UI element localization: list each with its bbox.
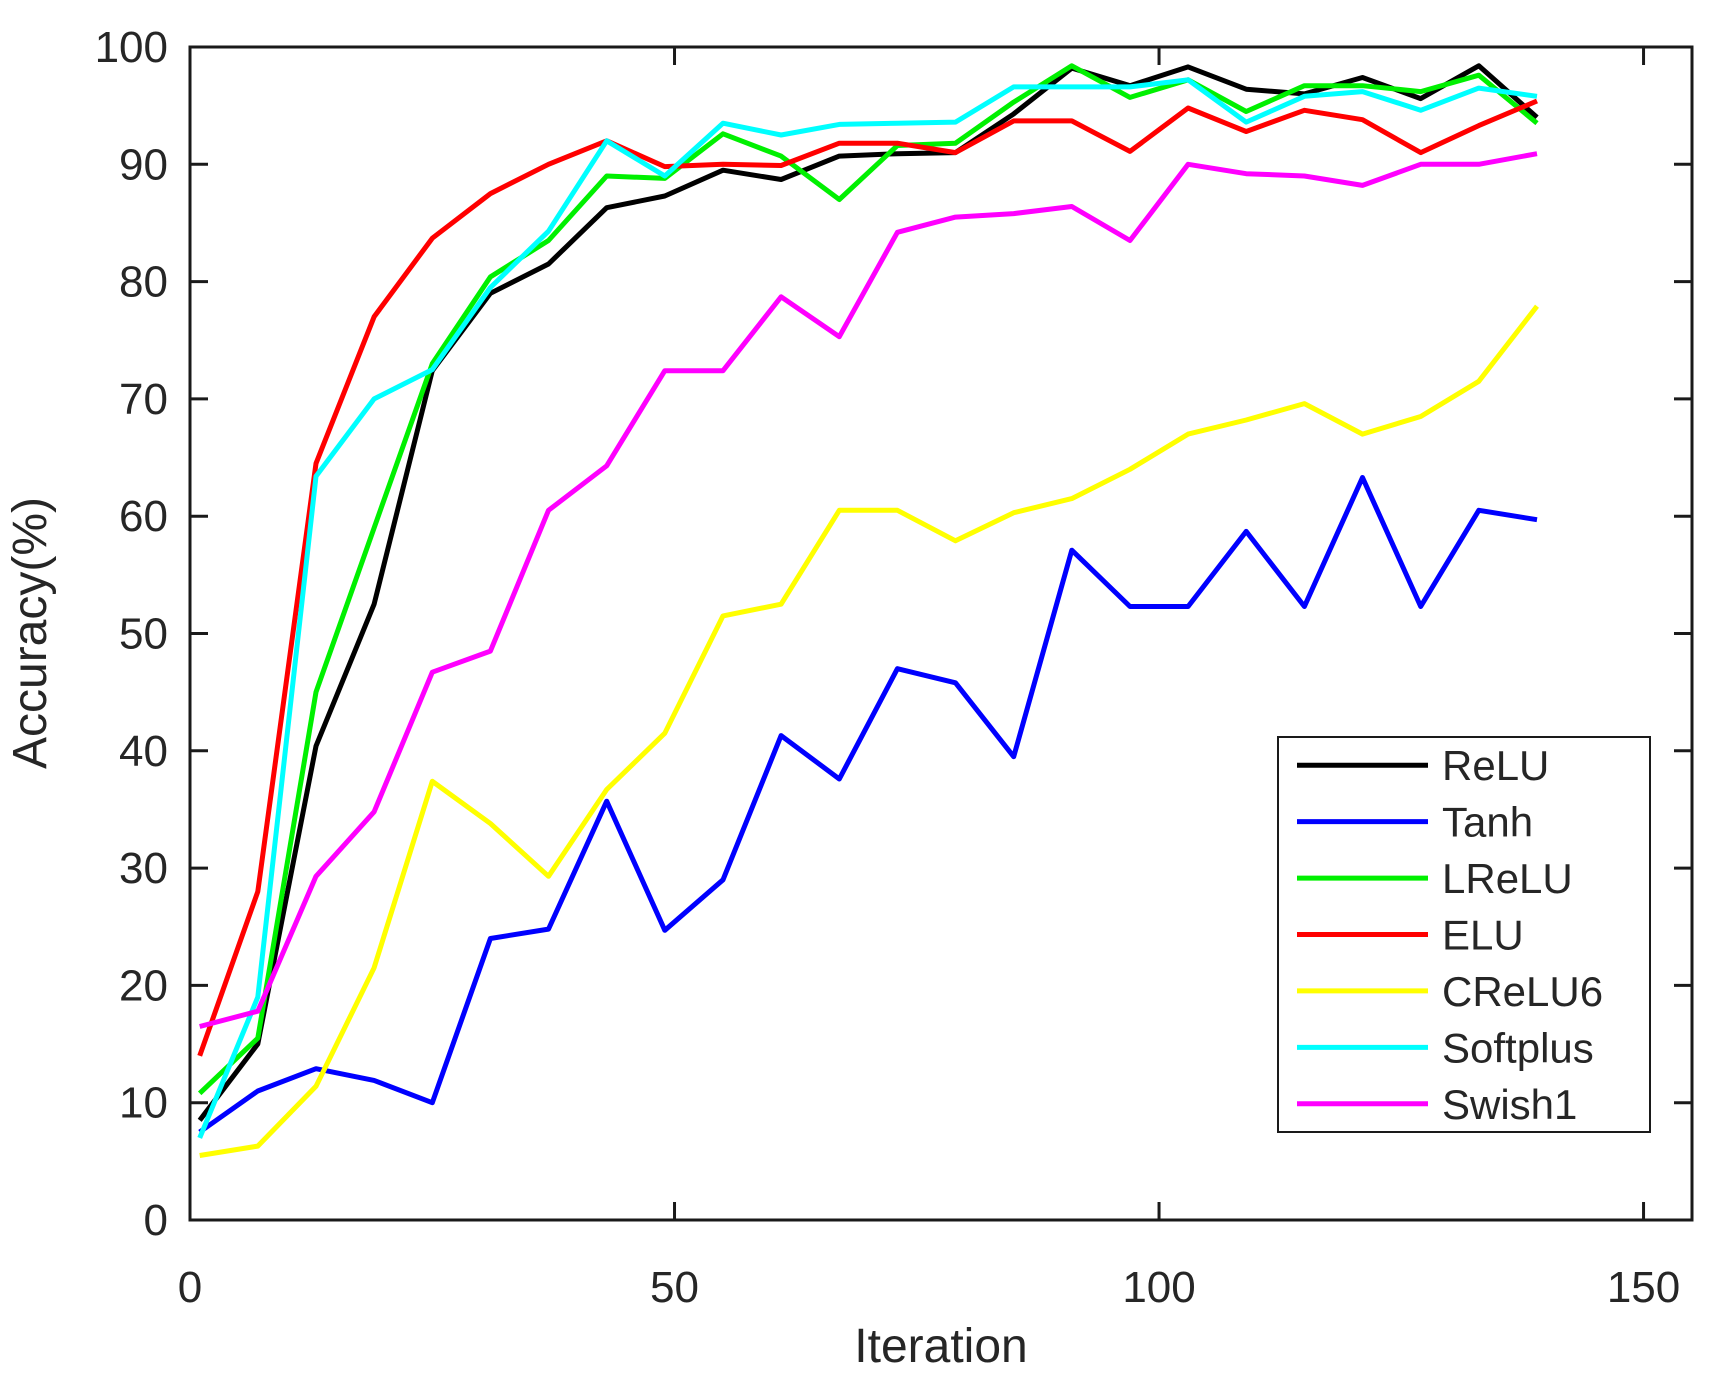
series-line-relu — [197, 63, 1539, 1122]
legend-label-softplus: Softplus — [1442, 1024, 1594, 1071]
y-tick-label: 90 — [119, 140, 168, 189]
series-line-softplus — [197, 77, 1538, 1139]
series-line-crelu6 — [199, 304, 1539, 1158]
legend-label-elu: ELU — [1442, 912, 1524, 959]
y-axis-label: Accuracy(%) — [4, 497, 57, 769]
y-tick-label: 10 — [119, 1079, 168, 1128]
x-axis-label: Iteration — [854, 1320, 1027, 1373]
series-line-swish1 — [199, 151, 1538, 1029]
legend-item-crelu6: CReLU6 — [1297, 968, 1603, 1015]
legend-label-tanh: Tanh — [1442, 799, 1533, 846]
legend-label-swish1: Swish1 — [1442, 1081, 1577, 1128]
plot-series-group — [197, 63, 1539, 1158]
series-line-lrelu — [197, 63, 1539, 1096]
legend: ReLU Tanh LReLU ELU CReLU6 Softplus Swish1 — [1277, 736, 1651, 1133]
x-tick-label: 0 — [178, 1263, 202, 1312]
legend-item-lrelu: LReLU — [1297, 855, 1573, 902]
legend-item-relu: ReLU — [1297, 742, 1549, 789]
y-tick-label: 70 — [119, 375, 168, 424]
y-tick-label: 20 — [119, 961, 168, 1010]
x-tick-label: 150 — [1607, 1263, 1680, 1312]
legend-item-tanh: Tanh — [1297, 799, 1533, 846]
legend-item-softplus: Softplus — [1297, 1024, 1594, 1071]
y-tick-label: 50 — [119, 610, 168, 659]
x-tick-label: 50 — [650, 1263, 699, 1312]
legend-item-elu: ELU — [1297, 912, 1524, 959]
y-tick-label: 80 — [119, 258, 168, 307]
legend-label-lrelu: LReLU — [1442, 855, 1573, 902]
legend-label-crelu6: CReLU6 — [1442, 968, 1603, 1015]
legend-label-relu: ReLU — [1442, 742, 1549, 789]
y-tick-label: 40 — [119, 727, 168, 776]
y-tick-label: 100 — [95, 23, 168, 72]
series-line-elu — [197, 98, 1538, 1057]
axes-group: 0 50 100 150 0 10 20 30 40 50 60 70 80 90 100 — [95, 23, 1694, 1312]
legend-item-swish1: Swish1 — [1297, 1081, 1577, 1128]
y-tick-label: 0 — [144, 1196, 168, 1245]
y-tick-label: 60 — [119, 492, 168, 541]
y-tick-label: 30 — [119, 844, 168, 893]
x-tick-label: 100 — [1122, 1263, 1195, 1312]
series-line-tanh — [198, 475, 1538, 1135]
